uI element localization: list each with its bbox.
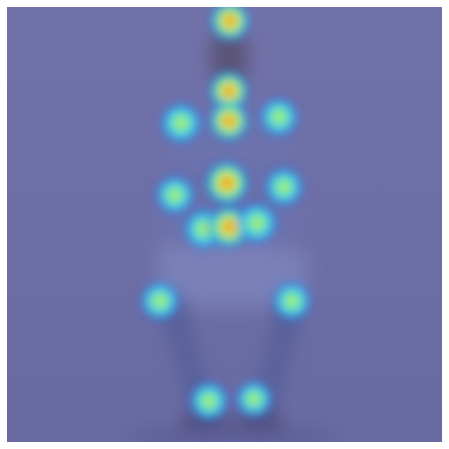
keypoint-wrists [205, 161, 249, 205]
keypoint-right-knee [141, 282, 179, 320]
keypoint-neck [209, 71, 249, 111]
keypoint-left-elbow [265, 168, 303, 206]
keypoint-heatmap [141, 7, 311, 420]
keypoint-right-shoulder [161, 103, 201, 143]
keypoint-left-shoulder [260, 98, 298, 136]
keypoint-left-hip [237, 203, 277, 243]
heatmap-canvas [7, 7, 442, 442]
pose-heatmap-image [7, 7, 442, 442]
keypoint-right-ankle [190, 382, 228, 420]
keypoint-thorax [209, 101, 249, 141]
keypoint-right-elbow [156, 176, 194, 214]
keypoint-left-ankle [236, 381, 272, 417]
keypoint-left-knee [273, 282, 311, 320]
keypoint-head-top [210, 7, 250, 41]
